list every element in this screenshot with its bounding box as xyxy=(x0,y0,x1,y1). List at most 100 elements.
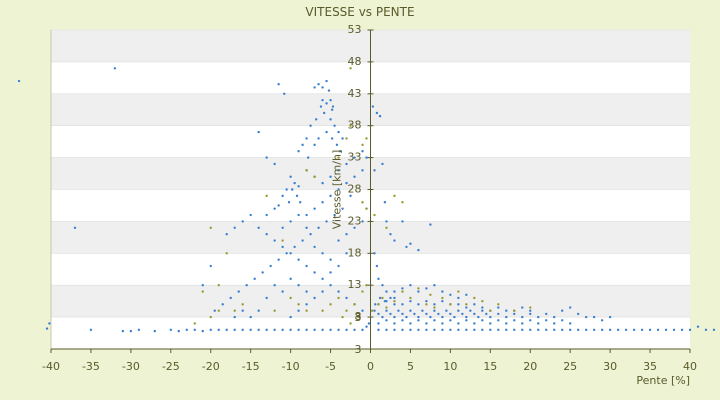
data-point xyxy=(378,296,382,300)
data-point xyxy=(445,309,448,312)
data-point xyxy=(365,284,368,287)
data-point xyxy=(353,175,356,178)
data-point xyxy=(289,277,292,281)
y-tick-label: 33 xyxy=(348,151,362,164)
data-point xyxy=(321,252,324,255)
data-point xyxy=(305,290,308,293)
data-point xyxy=(373,252,376,255)
x-tick-label: 15 xyxy=(483,360,497,373)
data-point xyxy=(481,319,484,322)
data-point xyxy=(233,226,236,229)
data-point xyxy=(385,328,388,332)
data-point xyxy=(345,232,348,236)
data-point xyxy=(297,258,300,261)
data-point xyxy=(361,309,364,312)
data-point xyxy=(393,296,396,300)
x-tick-label: 0 xyxy=(367,360,374,373)
data-point xyxy=(325,79,328,83)
data-point xyxy=(329,118,332,121)
data-point xyxy=(329,303,332,306)
data-point xyxy=(624,328,628,332)
data-point xyxy=(393,322,396,325)
data-point xyxy=(353,156,356,159)
x-tick-label: 30 xyxy=(603,360,617,373)
data-point xyxy=(321,328,324,332)
data-point xyxy=(289,175,292,178)
data-point xyxy=(337,188,340,191)
data-point xyxy=(257,328,260,332)
data-point xyxy=(273,207,276,210)
data-point xyxy=(576,312,580,316)
data-point xyxy=(389,296,392,300)
data-point xyxy=(333,213,336,217)
data-point xyxy=(177,329,180,333)
data-point xyxy=(349,322,352,325)
data-point xyxy=(338,150,342,153)
data-point xyxy=(330,137,334,140)
data-point xyxy=(333,124,336,127)
data-point xyxy=(401,220,404,223)
data-point xyxy=(489,315,492,319)
data-point xyxy=(433,309,436,312)
data-point xyxy=(319,105,323,108)
data-point xyxy=(313,328,316,332)
x-tick-label: 5 xyxy=(407,360,414,373)
data-point xyxy=(409,309,412,312)
data-point xyxy=(337,239,340,242)
data-point xyxy=(273,309,276,312)
data-point xyxy=(331,105,335,108)
data-point xyxy=(321,98,324,102)
data-point xyxy=(329,98,332,102)
data-point xyxy=(477,315,480,319)
data-point xyxy=(469,309,472,312)
y-tick-label: 53 xyxy=(348,23,362,36)
data-point xyxy=(321,201,324,204)
data-point xyxy=(473,322,476,325)
data-point xyxy=(193,322,196,325)
data-point xyxy=(537,328,540,332)
data-point xyxy=(361,143,364,147)
data-point xyxy=(305,309,308,312)
data-point xyxy=(696,325,700,328)
data-point xyxy=(317,137,320,140)
data-point xyxy=(337,264,340,268)
data-point xyxy=(265,328,268,332)
data-point xyxy=(417,319,420,322)
data-point xyxy=(553,328,556,332)
data-point xyxy=(321,86,324,89)
data-point xyxy=(317,83,320,86)
data-point xyxy=(193,328,196,332)
data-point xyxy=(521,315,524,319)
data-point xyxy=(305,264,308,268)
data-point xyxy=(329,284,332,287)
data-point xyxy=(377,328,380,332)
data-point xyxy=(401,287,404,290)
data-point xyxy=(277,83,280,86)
data-point xyxy=(473,303,476,306)
data-point xyxy=(393,194,396,198)
data-point xyxy=(529,312,532,316)
data-point xyxy=(201,329,204,333)
data-point xyxy=(305,303,308,306)
data-point xyxy=(301,143,304,147)
data-point xyxy=(185,328,188,332)
data-point xyxy=(383,201,387,204)
data-point xyxy=(345,181,348,185)
data-point xyxy=(584,328,588,332)
data-point xyxy=(365,156,368,159)
data-point xyxy=(257,130,260,134)
data-point xyxy=(417,287,420,290)
data-point xyxy=(301,239,304,242)
data-point xyxy=(664,328,668,332)
y-axis-label: Vitesse [km/h] xyxy=(331,150,344,230)
data-point xyxy=(537,322,540,325)
data-point xyxy=(305,169,308,172)
data-point xyxy=(305,213,308,217)
data-point xyxy=(45,327,49,330)
data-point xyxy=(521,328,524,332)
data-point xyxy=(293,181,296,185)
data-point xyxy=(393,328,396,332)
data-point xyxy=(297,328,300,332)
data-point xyxy=(353,303,356,306)
y-tick-label: 43 xyxy=(348,87,362,100)
